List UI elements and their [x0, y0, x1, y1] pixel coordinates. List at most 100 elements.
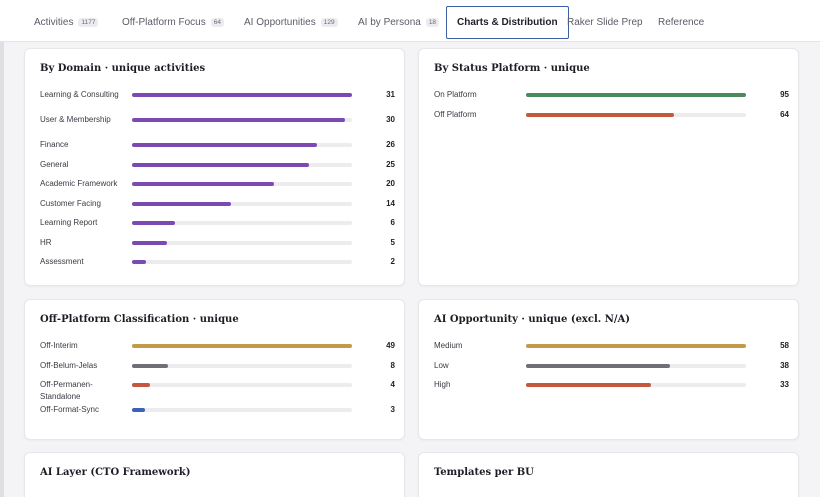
- bar-label: Off-Belum-Jelas: [40, 360, 98, 370]
- bar-fill: [526, 383, 652, 387]
- bar-value: 14: [386, 198, 395, 208]
- bar-label: User & Membership: [40, 115, 111, 124]
- bar-track: [132, 240, 352, 245]
- tab-label: Off-Platform Focus: [122, 17, 206, 28]
- bar-fill: [132, 344, 352, 348]
- bar-label: Academic Framework: [40, 179, 118, 188]
- bar-row: User & Membership 30: [40, 114, 395, 138]
- bar-track: [132, 118, 352, 122]
- bar-label: Off-Permanen-Standalone: [40, 380, 93, 401]
- bar-track: [132, 344, 352, 348]
- bar-row: Learning & Consulting 31: [40, 89, 395, 113]
- bar-fill: [526, 112, 675, 117]
- bar-row: Learning Report 6: [40, 217, 395, 229]
- bar-row: Customer Facing 14: [40, 198, 395, 210]
- tab-activities[interactable]: Activities 1177: [34, 6, 99, 39]
- bar-value: 6: [390, 218, 395, 227]
- chart-card-ai-opportunity: AI Opportunity · unique (excl. N/A) Medi…: [418, 299, 799, 440]
- bar-value: 33: [780, 380, 789, 389]
- bar-fill: [132, 182, 274, 186]
- card-title: AI Opportunity · unique (excl. N/A): [434, 314, 631, 325]
- bar-track: [132, 260, 352, 264]
- bar-label: Assessment: [40, 257, 84, 266]
- card-title: By Domain · unique activities: [40, 63, 206, 74]
- card-title: By Status Platform · unique: [434, 63, 590, 74]
- bar-track: [132, 221, 352, 225]
- bar-label: Finance: [40, 140, 69, 149]
- bar-fill: [132, 363, 168, 368]
- bar-row: Off-Format-Sync 3: [40, 404, 395, 416]
- tab-off-platform-focus[interactable]: Off-Platform Focus 64: [122, 6, 224, 39]
- tab-raker-slide-prep[interactable]: Raker Slide Prep: [567, 6, 643, 39]
- bar-label: Off-Interim: [40, 341, 78, 350]
- tab-ai-opportunities[interactable]: AI Opportunities 129: [244, 6, 338, 39]
- bar-label: High: [434, 380, 451, 389]
- bar-label: Low: [434, 360, 449, 370]
- tab-label: AI by Persona: [358, 17, 421, 28]
- bar-label: General: [40, 159, 69, 169]
- tab-count-badge: 64: [210, 18, 224, 27]
- bar-row: Assessment 2: [40, 256, 395, 268]
- bar-fill: [526, 344, 746, 348]
- chart-card-ai-layer: AI Layer (CTO Framework): [24, 452, 405, 497]
- bar-track: [526, 383, 746, 387]
- tab-charts-distribution[interactable]: Charts & Distribution: [446, 6, 569, 39]
- bar-row: Academic Framework 20: [40, 178, 395, 190]
- bar-value: 30: [386, 115, 395, 124]
- bar-fill: [132, 383, 150, 387]
- bar-track: [132, 162, 352, 167]
- tab-count-badge: 129: [320, 18, 338, 27]
- bar-row: HR 5: [40, 237, 395, 249]
- bar-value: 3: [390, 405, 395, 414]
- tab-bar: Activities 1177 Off-Platform Focus 64 AI O…: [0, 0, 820, 42]
- bar-label: Learning & Consulting: [40, 90, 119, 99]
- bar-fill: [132, 408, 146, 412]
- tab-label: Charts & Distribution: [457, 17, 558, 28]
- bar-label: HR: [40, 237, 52, 247]
- bar-track: [132, 182, 352, 186]
- card-title: AI Layer (CTO Framework): [40, 467, 191, 478]
- tab-ai-by-persona[interactable]: AI by Persona 18: [358, 6, 440, 39]
- bar-value: 64: [780, 109, 789, 119]
- bar-fill: [132, 240, 168, 245]
- chart-card-templates-per-bu: Templates per BU: [418, 452, 799, 497]
- bar-fill: [132, 162, 310, 167]
- bar-label: Medium: [434, 341, 463, 350]
- bar-label: Learning Report: [40, 218, 98, 227]
- bar-track: [132, 93, 352, 97]
- tab-label: Activities: [34, 17, 74, 28]
- tab-label: AI Opportunities: [244, 17, 316, 28]
- bar-row: Finance 26: [40, 139, 395, 151]
- card-title: Templates per BU: [434, 467, 534, 478]
- card-title: Off-Platform Classification · unique: [40, 314, 239, 325]
- tab-reference[interactable]: Reference: [658, 6, 704, 39]
- bar-value: 5: [390, 237, 395, 247]
- bar-row: High 33: [434, 379, 789, 391]
- bar-value: 38: [780, 360, 789, 370]
- bar-row: General 25: [40, 159, 395, 171]
- bar-row: Low 38: [434, 360, 789, 372]
- bar-value: 8: [390, 360, 395, 370]
- bar-label: On Platform: [434, 90, 477, 99]
- tab-label: Reference: [658, 17, 705, 28]
- bar-fill: [132, 201, 232, 206]
- bar-row: Off Platform 64: [434, 109, 789, 121]
- bar-row: Off-Permanen-Standalone 4: [40, 379, 395, 403]
- chart-card-by-domain: By Domain · unique activities Learning &…: [24, 48, 405, 286]
- bar-value: 58: [780, 341, 789, 350]
- bar-track: [526, 344, 746, 348]
- tab-count-badge: 1177: [78, 18, 99, 27]
- bar-track: [132, 201, 352, 206]
- bar-row: Medium 58: [434, 340, 789, 352]
- bar-label: Customer Facing: [40, 198, 101, 208]
- bar-row: On Platform 95: [434, 89, 789, 101]
- tab-count-badge: 18: [425, 18, 440, 27]
- bar-value: 20: [386, 179, 395, 188]
- bar-track: [526, 363, 746, 368]
- bar-fill: [132, 221, 175, 225]
- bar-track: [132, 383, 352, 387]
- bar-fill: [526, 93, 746, 97]
- bar-fill: [526, 363, 671, 368]
- bar-value: 31: [386, 90, 395, 99]
- scroll-edge: [0, 42, 4, 497]
